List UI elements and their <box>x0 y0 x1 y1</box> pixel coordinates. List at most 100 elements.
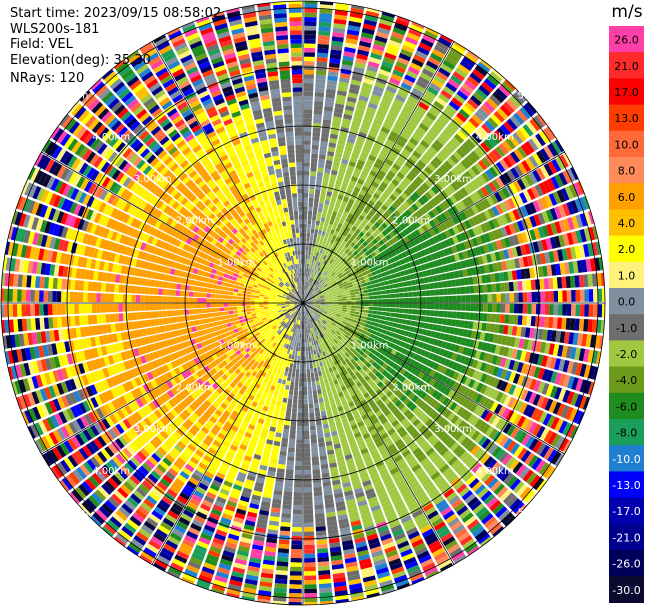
radar-bin <box>282 433 289 439</box>
radar-bin <box>307 304 312 306</box>
radar-bin <box>367 496 378 504</box>
radar-bin <box>442 280 448 288</box>
radar-bin <box>254 481 264 488</box>
radar-bin <box>334 492 344 499</box>
radar-bin <box>305 263 307 268</box>
radar-bin <box>277 419 284 425</box>
radar-bin <box>316 319 321 324</box>
radar-bin <box>314 87 325 93</box>
radar-bin <box>428 378 437 387</box>
radar-bin <box>403 269 410 276</box>
radar-bin <box>307 300 312 303</box>
radar-bin <box>303 250 306 255</box>
radar-bin <box>496 293 501 303</box>
radar-bin <box>321 320 326 325</box>
radar-bin <box>260 501 271 508</box>
radar-bin <box>318 343 323 349</box>
radar-bin <box>418 412 427 421</box>
radar-bin <box>233 562 247 570</box>
radar-bin <box>430 437 440 447</box>
radar-bin <box>500 369 508 380</box>
radar-bin <box>363 417 371 425</box>
radar-bin <box>363 520 375 528</box>
radar-bin <box>479 211 488 222</box>
radar-bin <box>530 407 540 420</box>
radar-bin <box>311 381 316 387</box>
radar-bin <box>300 311 302 317</box>
radar-bin <box>293 394 298 400</box>
radar-bin <box>383 334 390 341</box>
radar-bin <box>203 454 213 463</box>
radar-bin <box>320 356 325 362</box>
radar-bin <box>334 9 348 16</box>
radar-bin <box>374 516 386 525</box>
radar-bin <box>345 105 355 112</box>
radar-bin <box>487 117 499 129</box>
radar-bin <box>375 138 385 146</box>
radar-bin <box>338 303 343 305</box>
radar-bin <box>556 317 563 330</box>
radar-bin <box>322 282 327 287</box>
radar-bin <box>200 570 214 579</box>
radar-bin <box>544 304 550 315</box>
radar-bin <box>354 326 360 331</box>
radar-bin <box>331 211 338 217</box>
radar-bin <box>373 85 385 94</box>
radar-bin <box>452 235 459 244</box>
radar-bin <box>333 319 339 323</box>
radar-bin <box>378 225 385 232</box>
radar-bin <box>395 303 400 308</box>
radar-bin <box>322 319 327 324</box>
radar-bin <box>263 555 276 562</box>
radar-bin <box>525 157 535 170</box>
radar-bin <box>412 447 422 456</box>
radar-bin <box>192 452 202 462</box>
radar-bin <box>398 287 404 293</box>
radar-bin <box>542 464 554 478</box>
radar-bin <box>279 530 291 536</box>
radar-bin <box>413 109 425 118</box>
radar-bin <box>312 269 316 275</box>
radar-bin <box>494 403 503 415</box>
radar-bin <box>338 327 344 332</box>
radar-bin <box>174 554 188 564</box>
radar-bin <box>513 445 524 458</box>
radar-bin <box>272 352 277 358</box>
radar-bin <box>419 524 432 534</box>
radar-bin <box>334 383 341 390</box>
radar-bin <box>431 48 445 59</box>
radar-bin <box>365 260 372 266</box>
radar-bin <box>222 440 231 448</box>
radar-bin <box>407 95 419 105</box>
radar-bin <box>382 504 394 513</box>
radar-bin <box>481 438 492 449</box>
radar-bin <box>541 382 550 395</box>
radar-bin <box>155 528 168 539</box>
radar-bin <box>150 536 164 547</box>
radar-bin <box>319 13 333 19</box>
radar-bin <box>369 150 379 158</box>
radar-bin <box>358 155 367 163</box>
radar-bin <box>307 346 311 352</box>
radar-bin <box>375 282 381 288</box>
radar-bin <box>286 376 291 382</box>
radar-bin <box>419 72 432 82</box>
radar-bin <box>352 282 358 287</box>
radar-bin <box>328 293 333 297</box>
radar-bin <box>484 221 492 232</box>
radar-bin <box>443 303 449 310</box>
radar-bin <box>346 96 357 104</box>
radar-bin <box>326 191 333 197</box>
radar-bin <box>312 290 317 295</box>
radar-bin <box>329 137 338 144</box>
radar-bin <box>157 525 170 535</box>
radar-bin <box>380 583 395 592</box>
radar-bin <box>414 450 425 460</box>
radar-bin <box>287 358 291 364</box>
radar-bin <box>480 453 491 465</box>
radar-bin <box>236 549 249 557</box>
radar-bin <box>319 402 325 408</box>
radar-bin <box>332 439 340 445</box>
radar-bin <box>530 279 536 291</box>
radar-bin <box>382 298 387 303</box>
